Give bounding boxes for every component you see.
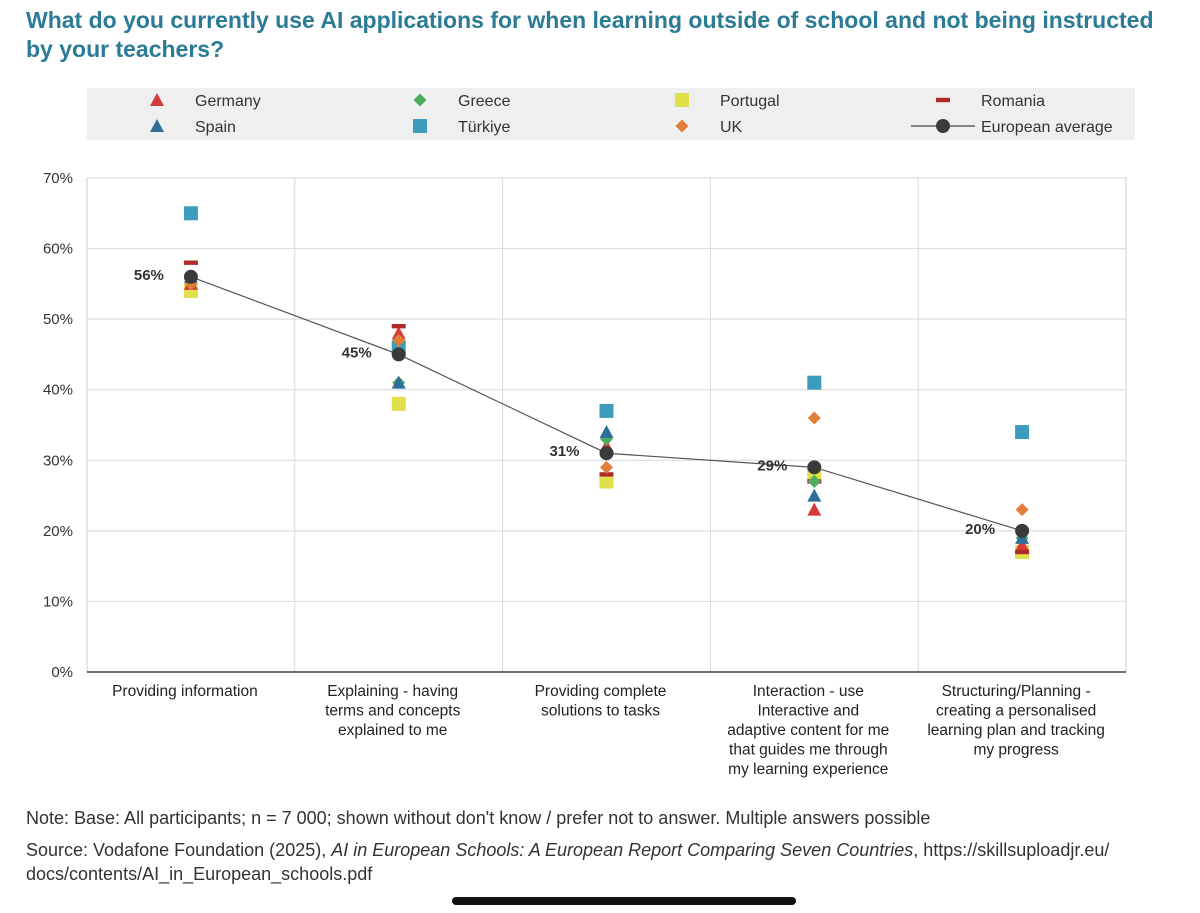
- source-url-line2: docs/contents/AI_in_European_schools.pdf: [26, 864, 373, 884]
- point-romania: [391, 324, 406, 329]
- legend-label: Portugal: [720, 93, 780, 110]
- y-tick-label: 60%: [43, 241, 73, 258]
- average-value-label: 31%: [549, 443, 579, 460]
- data-points: [183, 206, 1030, 560]
- legend-marker: [936, 97, 950, 103]
- series-t-rkiye: [183, 206, 1030, 440]
- y-tick-label: 20%: [43, 523, 73, 540]
- point-greece: [807, 474, 821, 488]
- point-uk: [1015, 503, 1029, 517]
- legend-item-germany: Germany: [150, 93, 261, 110]
- legend-label: Romania: [981, 93, 1045, 110]
- legend-marker: [413, 119, 427, 133]
- point-european-average: [391, 347, 406, 362]
- legend-label: Greece: [458, 93, 511, 110]
- average-value-label: 45%: [342, 344, 372, 361]
- source-suffix: , https://skillsuploadjr.eu/: [913, 840, 1110, 860]
- legend-marker: [150, 93, 164, 106]
- legend-label: Germany: [195, 93, 261, 110]
- average-value-label: 29%: [757, 457, 787, 474]
- legend: Germany Greece Portugal Romania Spain Türkiye…: [87, 88, 1135, 140]
- y-tick-label: 50%: [43, 311, 73, 328]
- point-romania: [1015, 549, 1030, 555]
- average-series-line: [190, 276, 1023, 532]
- legend-background: [87, 88, 1135, 140]
- scatter-chart: Germany Greece Portugal Romania Spain Türkiye…: [43, 88, 1135, 778]
- legend-marker: [936, 119, 950, 133]
- y-axis: 0% 10% 20% 30% 40% 50% 60% 70%: [43, 170, 1126, 681]
- legend-item-romania: Romania: [936, 93, 1045, 110]
- series-portugal: [183, 283, 1030, 560]
- source-title: AI in European Schools: A European Repor…: [331, 840, 914, 860]
- point-spain: [391, 375, 406, 389]
- source-prefix: Source: Vodafone Foundation (2025),: [26, 840, 327, 860]
- point-spain: [807, 488, 822, 502]
- series-european-average: [183, 269, 1030, 538]
- x-tick-label: Providing complete solutions to tasks: [535, 683, 667, 720]
- average-value-label: 20%: [965, 521, 995, 538]
- point-romania: [599, 472, 614, 477]
- legend-item-t-rkiye: Türkiye: [413, 119, 511, 136]
- point-european-average: [599, 446, 614, 461]
- x-tick-label: Structuring/Planning -creating a persona…: [927, 683, 1105, 759]
- point-uk: [392, 333, 406, 347]
- legend-item-portugal: Portugal: [675, 93, 780, 110]
- legend-item-european-average: European average: [911, 119, 1113, 136]
- y-tick-label: 0%: [51, 664, 73, 681]
- point-portugal: [391, 396, 406, 411]
- x-tick-label: Providing information: [112, 683, 258, 700]
- point-germany: [1015, 537, 1030, 551]
- point-european-average: [807, 460, 822, 475]
- y-tick-label: 10%: [43, 593, 73, 610]
- legend-label: Spain: [195, 119, 236, 136]
- legend-marker: [413, 93, 427, 107]
- plot-frame: [86, 177, 1127, 673]
- y-tick-label: 40%: [43, 382, 73, 399]
- legend-item-uk: UK: [675, 119, 743, 136]
- x-tick-label: Interaction - use Interactive and adaptive…: [727, 683, 889, 778]
- point-t-rkiye: [183, 206, 198, 221]
- point-germany: [807, 502, 822, 516]
- average-line: [190, 276, 1023, 532]
- y-tick-label: 70%: [43, 170, 73, 187]
- legend-item-greece: Greece: [413, 93, 511, 110]
- legend-label: UK: [720, 119, 743, 136]
- grid: [86, 177, 1127, 673]
- y-tick-label: 30%: [43, 452, 73, 469]
- note-text: Note: Base: All participants; n = 7 000;…: [26, 808, 931, 828]
- point-uk: [600, 460, 613, 474]
- legend-marker: [150, 119, 164, 132]
- point-germany: [391, 326, 406, 340]
- x-axis: Providing information Explaining - having…: [112, 683, 1105, 778]
- legend-marker: [675, 93, 689, 107]
- average-labels: 56% 45% 31% 29% 20%: [134, 267, 995, 538]
- point-t-rkiye: [807, 375, 822, 390]
- x-tick-label: Explaining - having terms and concepts exp…: [325, 683, 461, 739]
- point-spain: [599, 425, 614, 439]
- legend-label: Türkiye: [458, 119, 511, 136]
- point-romania: [183, 260, 198, 265]
- point-t-rkiye: [599, 403, 614, 418]
- point-european-average: [1015, 523, 1030, 538]
- legend-marker: [675, 119, 689, 133]
- point-uk: [807, 411, 821, 425]
- home-indicator: [452, 897, 796, 905]
- source-text: Source: Vodafone Foundation (2025), AI i…: [26, 838, 1176, 886]
- chart-title: What do you currently use AI application…: [26, 7, 1154, 62]
- point-european-average: [183, 269, 198, 284]
- point-portugal: [599, 474, 614, 489]
- legend-item-spain: Spain: [150, 119, 236, 136]
- point-t-rkiye: [1015, 425, 1030, 440]
- legend-label: European average: [981, 119, 1113, 136]
- average-value-label: 56%: [134, 267, 164, 284]
